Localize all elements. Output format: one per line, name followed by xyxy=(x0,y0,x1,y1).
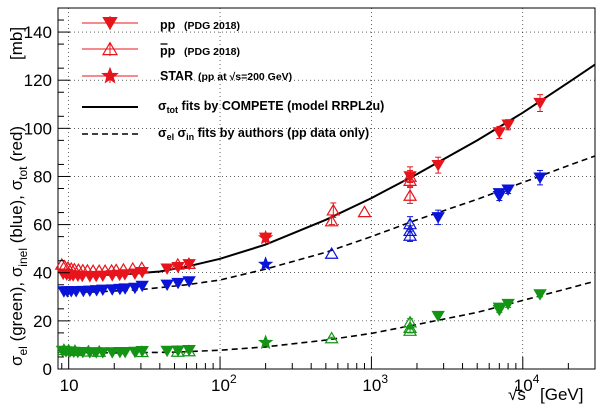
data-point-tot xyxy=(258,229,274,245)
data-point-el xyxy=(160,345,174,358)
y-tick-label: 0 xyxy=(43,360,52,379)
x-tick-label: 103 xyxy=(362,372,388,395)
x-axis-unit: [GeV] xyxy=(540,385,583,404)
data-point-tot xyxy=(116,262,131,275)
data-point-inel xyxy=(96,284,110,297)
data-point-tot xyxy=(357,205,372,218)
data-point-inel xyxy=(403,224,418,237)
legend-entry-pbarp-pdg: pp (PDG 2018) xyxy=(82,41,240,58)
legend-label-compete: σtot fits by COMPETE (model RRPL2u) xyxy=(158,99,384,115)
data-point-tot xyxy=(431,159,445,172)
y-axis-unit: [mb] xyxy=(7,27,26,60)
x-tick-label: 10 xyxy=(60,376,79,395)
data-point-tot xyxy=(181,257,196,269)
data-point-el xyxy=(431,310,445,323)
legend-entry-pp-pdg: pp (PDG 2018) xyxy=(82,16,240,32)
data-point-tot xyxy=(403,169,418,182)
y-tick-label: 40 xyxy=(33,264,52,283)
legend-label-star-note: (pp at √s=200 GeV) xyxy=(198,71,292,83)
y-tick-label: 120 xyxy=(24,71,52,90)
legend-entry-star: STAR (pp at √s=200 GeV) xyxy=(82,66,292,84)
y-tick-label: 20 xyxy=(33,312,52,331)
data-point-inel xyxy=(128,282,142,295)
legend-entry-author-fit: σel σin fits by authors (pp data only) xyxy=(82,126,369,142)
legend-label-pp: pp xyxy=(160,18,176,32)
data-point-tot xyxy=(326,203,341,216)
y-tick-label: 60 xyxy=(33,216,52,235)
data-point-inel xyxy=(171,277,185,290)
data-point-el xyxy=(67,344,82,357)
data-point-tot xyxy=(125,261,140,274)
legend-label-authors: σel σin fits by authors (pp data only) xyxy=(158,126,369,142)
data-point-tot xyxy=(57,259,72,272)
data-point-inel xyxy=(492,188,507,200)
data-point-tot xyxy=(324,214,339,227)
plot-frame xyxy=(57,7,596,370)
data-point-tot xyxy=(160,263,174,275)
data-point-el xyxy=(118,346,132,359)
data-point-el xyxy=(134,345,150,358)
data-point-inel xyxy=(501,184,515,196)
data-point-el xyxy=(170,344,185,357)
data-point-el xyxy=(403,315,418,328)
legend-label-pbarp: pp xyxy=(160,44,176,58)
data-point-el xyxy=(501,298,515,311)
data-point-el xyxy=(492,302,507,315)
data-point-el xyxy=(324,331,339,344)
data-point-tot xyxy=(109,263,124,276)
legend-marker-triangle-down xyxy=(82,16,138,31)
data-point-tot xyxy=(403,188,418,201)
data-point-el xyxy=(81,344,96,357)
data-point-el xyxy=(92,344,107,357)
legend: pp (PDG 2018) pp (PDG 2018) STAR (pp at … xyxy=(82,16,384,142)
data-point-inel xyxy=(135,280,149,293)
data-point-inel xyxy=(431,212,445,224)
legend-entry-compete-fit: σtot fits by COMPETE (model RRPL2u) xyxy=(82,99,384,115)
data-point-el xyxy=(403,323,418,336)
axes: 0 20 40 60 80 100 120 140 10 102 103 104 xyxy=(24,19,596,395)
data-point-el xyxy=(258,334,274,350)
x-tick-label: 102 xyxy=(211,372,237,395)
data-point-tot xyxy=(134,261,149,274)
legend-marker-star xyxy=(82,66,138,84)
data-point-inel xyxy=(403,217,418,230)
data-point-tot xyxy=(64,261,79,274)
data-point-tot xyxy=(533,97,547,110)
data-point-tot xyxy=(492,127,507,139)
data-point-inel xyxy=(324,246,339,259)
legend-marker xyxy=(102,16,118,31)
data-point-inel xyxy=(533,172,547,184)
y-tick-label: 80 xyxy=(33,167,52,186)
data-point-tot xyxy=(54,257,69,270)
y-axis-title: σel (green), σinel (blue), σtot (red) xyxy=(7,126,30,366)
data-point-tot xyxy=(501,119,515,131)
data-point-inel xyxy=(257,256,274,271)
data-point-inel xyxy=(118,283,132,295)
y-tick-label: 140 xyxy=(24,23,52,42)
data-point-el xyxy=(181,344,196,357)
data-point-inel xyxy=(160,279,174,291)
x-axis-symbol: √s xyxy=(508,385,526,404)
legend-label-pp-source: (PDG 2018) xyxy=(184,20,240,32)
legend-marker xyxy=(101,66,119,84)
legend-label-pbarp-source: (PDG 2018) xyxy=(184,46,240,58)
y-tick-label: 100 xyxy=(24,119,52,138)
data-point-inel xyxy=(182,276,196,288)
legend-label-star: STAR xyxy=(160,69,193,83)
legend-marker xyxy=(101,41,119,56)
data-point-tot xyxy=(170,257,185,270)
legend-marker-triangle-up xyxy=(82,41,138,56)
x-tick-label: 104 xyxy=(514,372,540,395)
data-point-el xyxy=(533,289,547,301)
